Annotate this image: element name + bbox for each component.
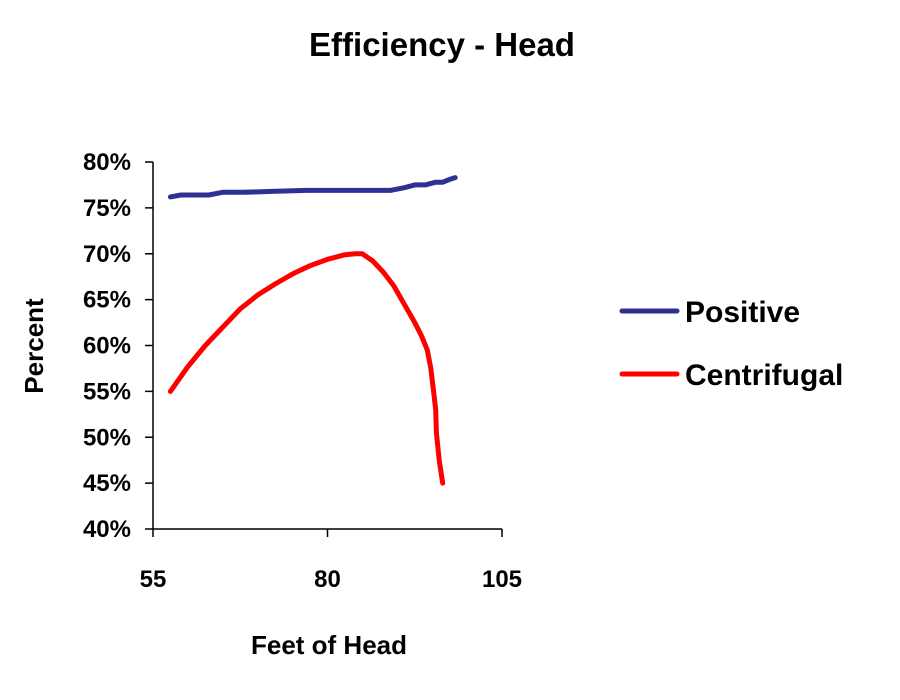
x-tick-label: 105	[482, 566, 522, 593]
y-tick-label: 55%	[83, 378, 131, 405]
legend: Positive Centrifugal	[619, 296, 843, 392]
x-tick-label: 80	[314, 566, 341, 593]
series-group	[167, 175, 458, 486]
x-axis-title: Feet of Head	[251, 630, 407, 660]
x-tick-label: 55	[140, 566, 167, 593]
y-tick-label: 80%	[83, 149, 131, 176]
y-tick-label: 70%	[83, 241, 131, 268]
axes: 40% 45% 50% 55% 60% 65% 70% 75% 80% 55 80 105	[83, 149, 522, 593]
y-tick-label: 60%	[83, 333, 131, 360]
series-line-centrifugal	[167, 251, 446, 486]
y-tick-label: 65%	[83, 287, 131, 314]
legend-label-positive: Positive	[685, 296, 800, 329]
chart-title: Efficiency - Head	[309, 26, 575, 63]
y-tick-label: 50%	[83, 424, 131, 451]
legend-label-centrifugal: Centrifugal	[685, 359, 843, 392]
y-axis-title: Percent	[19, 298, 49, 394]
y-tick-label: 75%	[83, 195, 131, 222]
series-line-positive	[167, 175, 458, 200]
y-tick-label: 45%	[83, 470, 131, 497]
y-tick-label: 40%	[83, 516, 131, 543]
